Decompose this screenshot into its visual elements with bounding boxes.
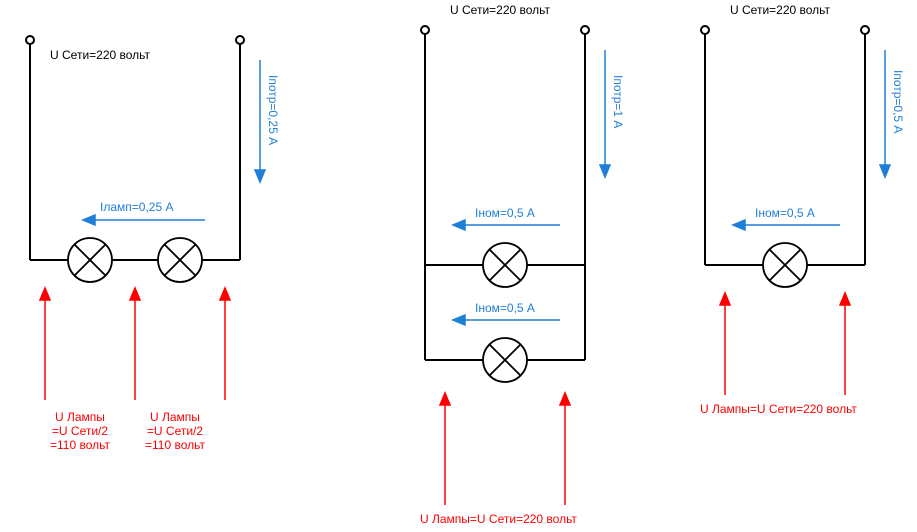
lamp-icon xyxy=(158,238,202,282)
voltage-arrow-lamp xyxy=(440,393,570,505)
circuit-2: U Сети=220 вольт Iпотр=1 А Iном=0,5 А Iн… xyxy=(395,0,645,532)
circuit-1: U Сети=220 вольт Iпотр=0,25 А Iламп=0,25… xyxy=(10,20,300,480)
voltage-arrow-lamp xyxy=(720,293,850,395)
circuit2-i-lamp-bot: Iном=0,5 А xyxy=(475,301,535,315)
circuit2-u-lamp: U Лампы=U Сети=220 вольт xyxy=(420,512,577,526)
current-arrow-lamp-bot xyxy=(453,315,560,325)
circuit1-i-source: Iпотр=0,25 А xyxy=(266,75,280,145)
circuit3-i-lamp: Iном=0,5 А xyxy=(755,206,815,220)
lamp-icon xyxy=(68,238,112,282)
current-arrow-source xyxy=(255,60,265,182)
current-arrow-source xyxy=(880,50,890,177)
voltage-arrow-lamp xyxy=(40,288,230,400)
u-lamp-line: =U Сети/2 xyxy=(145,424,205,438)
circuit1-title: U Сети=220 вольт xyxy=(50,48,150,62)
u-lamp-line: U Лампы xyxy=(50,410,110,424)
lamp-icon xyxy=(483,243,527,287)
u-lamp-line: =110 вольт xyxy=(50,438,110,452)
circuit2-title: U Сети=220 вольт xyxy=(450,3,550,17)
circuit1-i-lamp: Iламп=0,25 А xyxy=(100,200,173,214)
current-arrow-lamp xyxy=(733,220,840,230)
u-lamp-line: =U Сети/2 xyxy=(50,424,110,438)
lamp-icon xyxy=(483,338,527,382)
circuit1-u-lamp-left: U Лампы =U Сети/2 =110 вольт xyxy=(50,410,110,452)
circuit-3: U Сети=220 вольт Iпотр=0,5 А Iном=0,5 А … xyxy=(680,0,917,460)
circuit3-u-lamp: U Лампы=U Сети=220 вольт xyxy=(700,402,857,416)
current-arrow-source xyxy=(600,50,610,177)
circuit3-title: U Сети=220 вольт xyxy=(730,3,830,17)
current-arrow-lamp-top xyxy=(453,220,560,230)
circuit1-u-lamp-right: U Лампы =U Сети/2 =110 вольт xyxy=(145,410,205,452)
u-lamp-line: =110 вольт xyxy=(145,438,205,452)
u-lamp-line: U Лампы xyxy=(145,410,205,424)
lamp-icon xyxy=(763,243,807,287)
circuit3-i-source: Iпотр=0,5 А xyxy=(891,70,905,133)
current-arrow-lamp xyxy=(83,215,205,225)
circuit2-i-source: Iпотр=1 А xyxy=(611,75,625,128)
circuit2-i-lamp-top: Iном=0,5 А xyxy=(475,206,535,220)
